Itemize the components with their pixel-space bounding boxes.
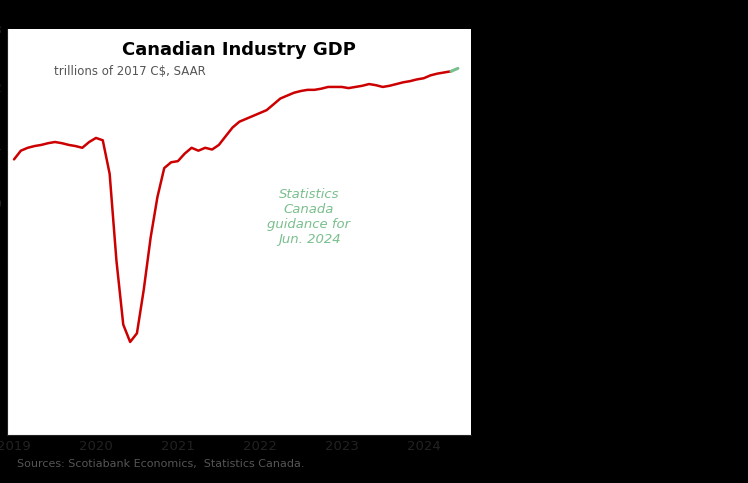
Text: Sources: Scotiabank Economics,  Statistics Canada.: Sources: Scotiabank Economics, Statistic…: [16, 459, 304, 469]
Text: Statistics
Canada
guidance for
Jun. 2024: Statistics Canada guidance for Jun. 2024: [268, 188, 351, 246]
Text: trillions of 2017 C$, SAAR: trillions of 2017 C$, SAAR: [54, 66, 206, 79]
Text: Canadian Industry GDP: Canadian Industry GDP: [123, 41, 356, 59]
